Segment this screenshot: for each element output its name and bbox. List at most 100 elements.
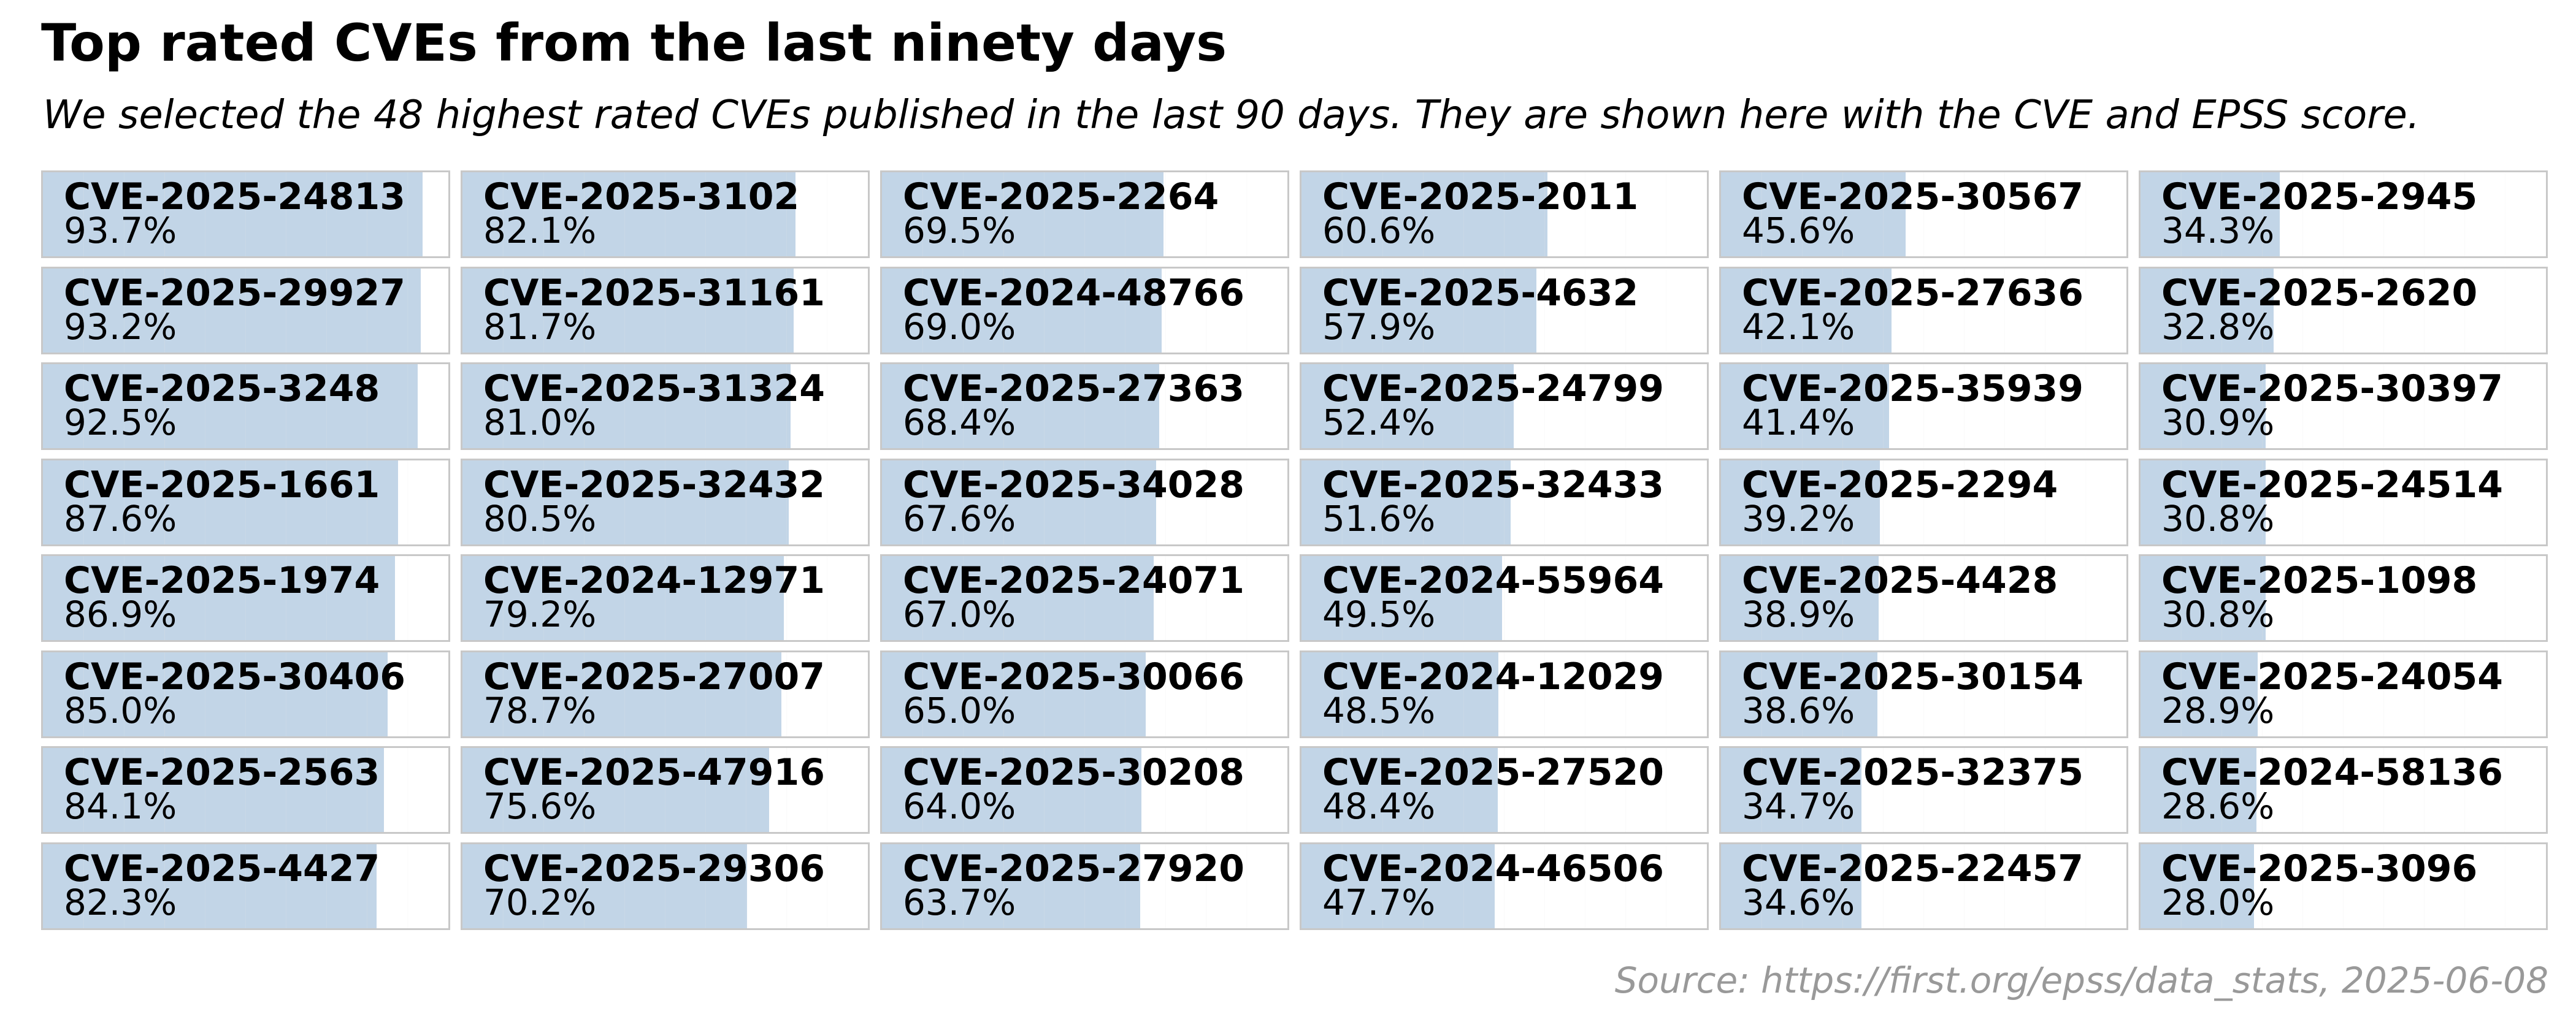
epss-score-label: 75.6% (483, 785, 597, 827)
epss-score-bar (1301, 460, 1511, 544)
cve-cell: CVE-2025-30406 85.0% (41, 650, 450, 738)
epss-score-bar (43, 460, 399, 544)
epss-score-bar (1721, 748, 1862, 832)
gridlines (462, 460, 868, 544)
epss-score-label: 63.7% (903, 881, 1016, 923)
epss-score-label: 42.1% (1742, 305, 1855, 348)
cve-id-label: CVE-2025-2563 (64, 751, 380, 794)
epss-score-label: 81.0% (483, 402, 597, 443)
epss-score-bar (882, 172, 1164, 256)
cve-cell: CVE-2025-27520 48.4% (1300, 746, 1709, 834)
epss-score-bar (2141, 556, 2266, 640)
gridlines (462, 172, 868, 256)
epss-score-bar (1721, 460, 1880, 544)
epss-score-label: 69.0% (903, 305, 1016, 348)
cve-id-label: CVE-2025-34028 (903, 463, 1244, 506)
cve-id-label: CVE-2025-32433 (1322, 463, 1664, 506)
cve-id-label: CVE-2024-46506 (1322, 847, 1664, 890)
epss-score-label: 47.7% (1322, 881, 1436, 923)
cve-id-label: CVE-2025-31324 (483, 367, 825, 410)
cve-id-label: CVE-2025-24799 (1322, 367, 1664, 410)
cve-id-label: CVE-2025-27363 (903, 367, 1244, 410)
cve-id-label: CVE-2025-24054 (2161, 655, 2503, 698)
epss-score-bar (462, 652, 782, 736)
epss-score-label: 34.7% (1742, 785, 1855, 827)
epss-score-label: 39.2% (1742, 497, 1855, 540)
cve-cell: CVE-2024-12971 79.2% (461, 554, 870, 642)
gridlines (462, 844, 868, 928)
gridlines (2141, 172, 2546, 256)
epss-score-label: 51.6% (1322, 497, 1436, 540)
epss-score-bar (43, 748, 384, 832)
epss-score-bar (882, 364, 1160, 448)
gridlines (1301, 460, 1707, 544)
epss-score-bar (1301, 556, 1503, 640)
epss-score-label: 64.0% (903, 785, 1016, 827)
cve-id-label: CVE-2025-2264 (903, 175, 1219, 218)
cve-id-label: CVE-2025-30066 (903, 655, 1244, 698)
epss-score-label: 93.7% (64, 210, 177, 251)
gridlines (882, 556, 1287, 640)
gridlines (1721, 364, 2126, 448)
gridlines (1721, 748, 2126, 832)
cve-cell: CVE-2025-29306 70.2% (461, 842, 870, 930)
epss-score-bar (462, 748, 769, 832)
cve-id-label: CVE-2025-30208 (903, 751, 1244, 794)
epss-score-bar (1721, 364, 1889, 448)
cve-id-label: CVE-2025-1661 (64, 463, 380, 506)
epss-score-label: 67.6% (903, 497, 1016, 540)
cve-id-label: CVE-2025-1974 (64, 559, 380, 602)
cve-cell: CVE-2025-31161 81.7% (461, 266, 870, 354)
cve-cell: CVE-2025-32432 80.5% (461, 458, 870, 546)
cve-cell: CVE-2024-48766 69.0% (880, 266, 1289, 354)
epss-score-bar (2141, 268, 2274, 353)
epss-score-bar (462, 556, 784, 640)
gridlines (43, 172, 448, 256)
cve-id-label: CVE-2024-12971 (483, 559, 825, 602)
gridlines (2141, 269, 2546, 353)
epss-score-label: 65.0% (903, 689, 1016, 731)
epss-score-bar (1721, 556, 1879, 640)
gridlines (1721, 652, 2126, 736)
cve-id-label: CVE-2025-24813 (64, 175, 405, 218)
cve-cell: CVE-2025-47916 75.6% (461, 746, 870, 834)
cve-cell: CVE-2025-31324 81.0% (461, 362, 870, 450)
cve-cell: CVE-2025-30154 38.6% (1719, 650, 2128, 738)
gridlines (43, 460, 448, 544)
epss-score-label: 34.6% (1742, 881, 1855, 923)
cve-cell: CVE-2025-2294 39.2% (1719, 458, 2128, 546)
cve-id-label: CVE-2025-30567 (1742, 175, 2083, 218)
cve-id-label: CVE-2024-12029 (1322, 655, 1664, 698)
epss-score-label: 85.0% (64, 689, 177, 731)
cve-cell: CVE-2025-32375 34.7% (1719, 746, 2128, 834)
cve-id-label: CVE-2025-31161 (483, 271, 825, 315)
cve-cell: CVE-2025-3096 28.0% (2139, 842, 2548, 930)
gridlines (462, 652, 868, 736)
cve-id-label: CVE-2024-48766 (903, 271, 1244, 315)
epss-score-bar (2141, 460, 2266, 544)
cve-id-label: CVE-2024-58136 (2161, 751, 2503, 794)
source-note: Source: https://first.org/epss/data_stat… (1614, 959, 2548, 1001)
epss-score-label: 67.0% (903, 593, 1016, 635)
gridlines (2141, 844, 2546, 928)
cve-id-label: CVE-2025-22457 (1742, 847, 2083, 890)
cve-cell: CVE-2024-46506 47.7% (1300, 842, 1709, 930)
cve-cell: CVE-2025-2945 34.3% (2139, 170, 2548, 258)
epss-score-bar (462, 364, 791, 448)
epss-score-label: 92.5% (64, 402, 177, 443)
cve-id-label: CVE-2025-1098 (2161, 559, 2478, 602)
cve-score-grid: CVE-2025-24813 93.7% CVE-2025-29927 93.2% CV… (41, 170, 2548, 930)
epss-score-label: 30.8% (2161, 593, 2275, 635)
cve-cell: CVE-2025-24054 28.9% (2139, 650, 2548, 738)
epss-score-label: 79.2% (483, 593, 597, 635)
epss-score-label: 93.2% (64, 305, 177, 348)
gridlines (1721, 460, 2126, 544)
cve-cell: CVE-2025-30208 64.0% (880, 746, 1289, 834)
cve-cell: CVE-2025-27363 68.4% (880, 362, 1289, 450)
epss-score-label: 49.5% (1322, 593, 1436, 635)
epss-score-label: 87.6% (64, 497, 177, 540)
gridlines (43, 748, 448, 832)
cve-cell: CVE-2025-30397 30.9% (2139, 362, 2548, 450)
cve-id-label: CVE-2025-2945 (2161, 175, 2478, 218)
gridlines (462, 269, 868, 353)
